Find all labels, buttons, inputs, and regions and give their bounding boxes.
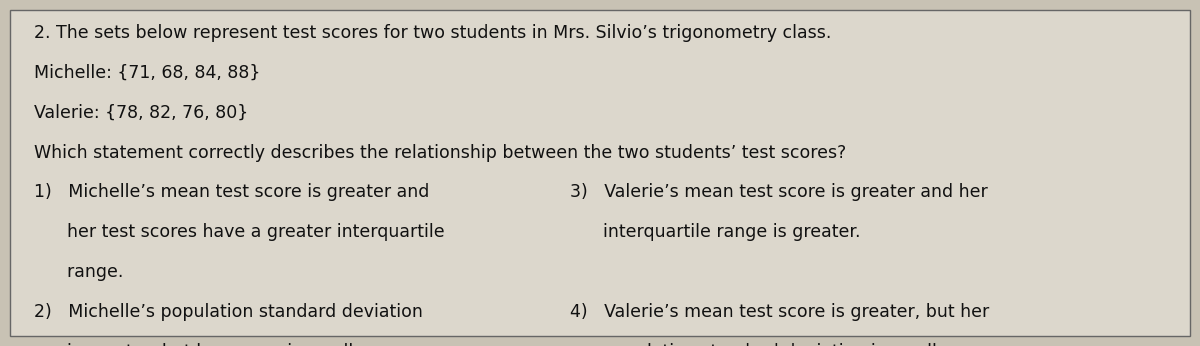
Text: her test scores have a greater interquartile: her test scores have a greater interquar… — [34, 223, 444, 241]
Text: range.: range. — [34, 263, 122, 281]
FancyBboxPatch shape — [10, 10, 1190, 336]
Text: 2. The sets below represent test scores for two students in Mrs. Silvio’s trigon: 2. The sets below represent test scores … — [34, 24, 830, 42]
Text: 4)   Valerie’s mean test score is greater, but her: 4) Valerie’s mean test score is greater,… — [570, 303, 989, 321]
Text: is greater, but her range is smaller.: is greater, but her range is smaller. — [34, 343, 374, 346]
Text: interquartile range is greater.: interquartile range is greater. — [570, 223, 860, 241]
Text: 1)   Michelle’s mean test score is greater and: 1) Michelle’s mean test score is greater… — [34, 183, 428, 201]
Text: 2)   Michelle’s population standard deviation: 2) Michelle’s population standard deviat… — [34, 303, 422, 321]
Text: 3)   Valerie’s mean test score is greater and her: 3) Valerie’s mean test score is greater … — [570, 183, 988, 201]
Text: Michelle: {71, 68, 84, 88}: Michelle: {71, 68, 84, 88} — [34, 64, 260, 82]
Text: population standard deviation is smaller.: population standard deviation is smaller… — [570, 343, 959, 346]
Text: Valerie: {78, 82, 76, 80}: Valerie: {78, 82, 76, 80} — [34, 104, 248, 122]
Text: Which statement correctly describes the relationship between the two students’ t: Which statement correctly describes the … — [34, 144, 846, 162]
